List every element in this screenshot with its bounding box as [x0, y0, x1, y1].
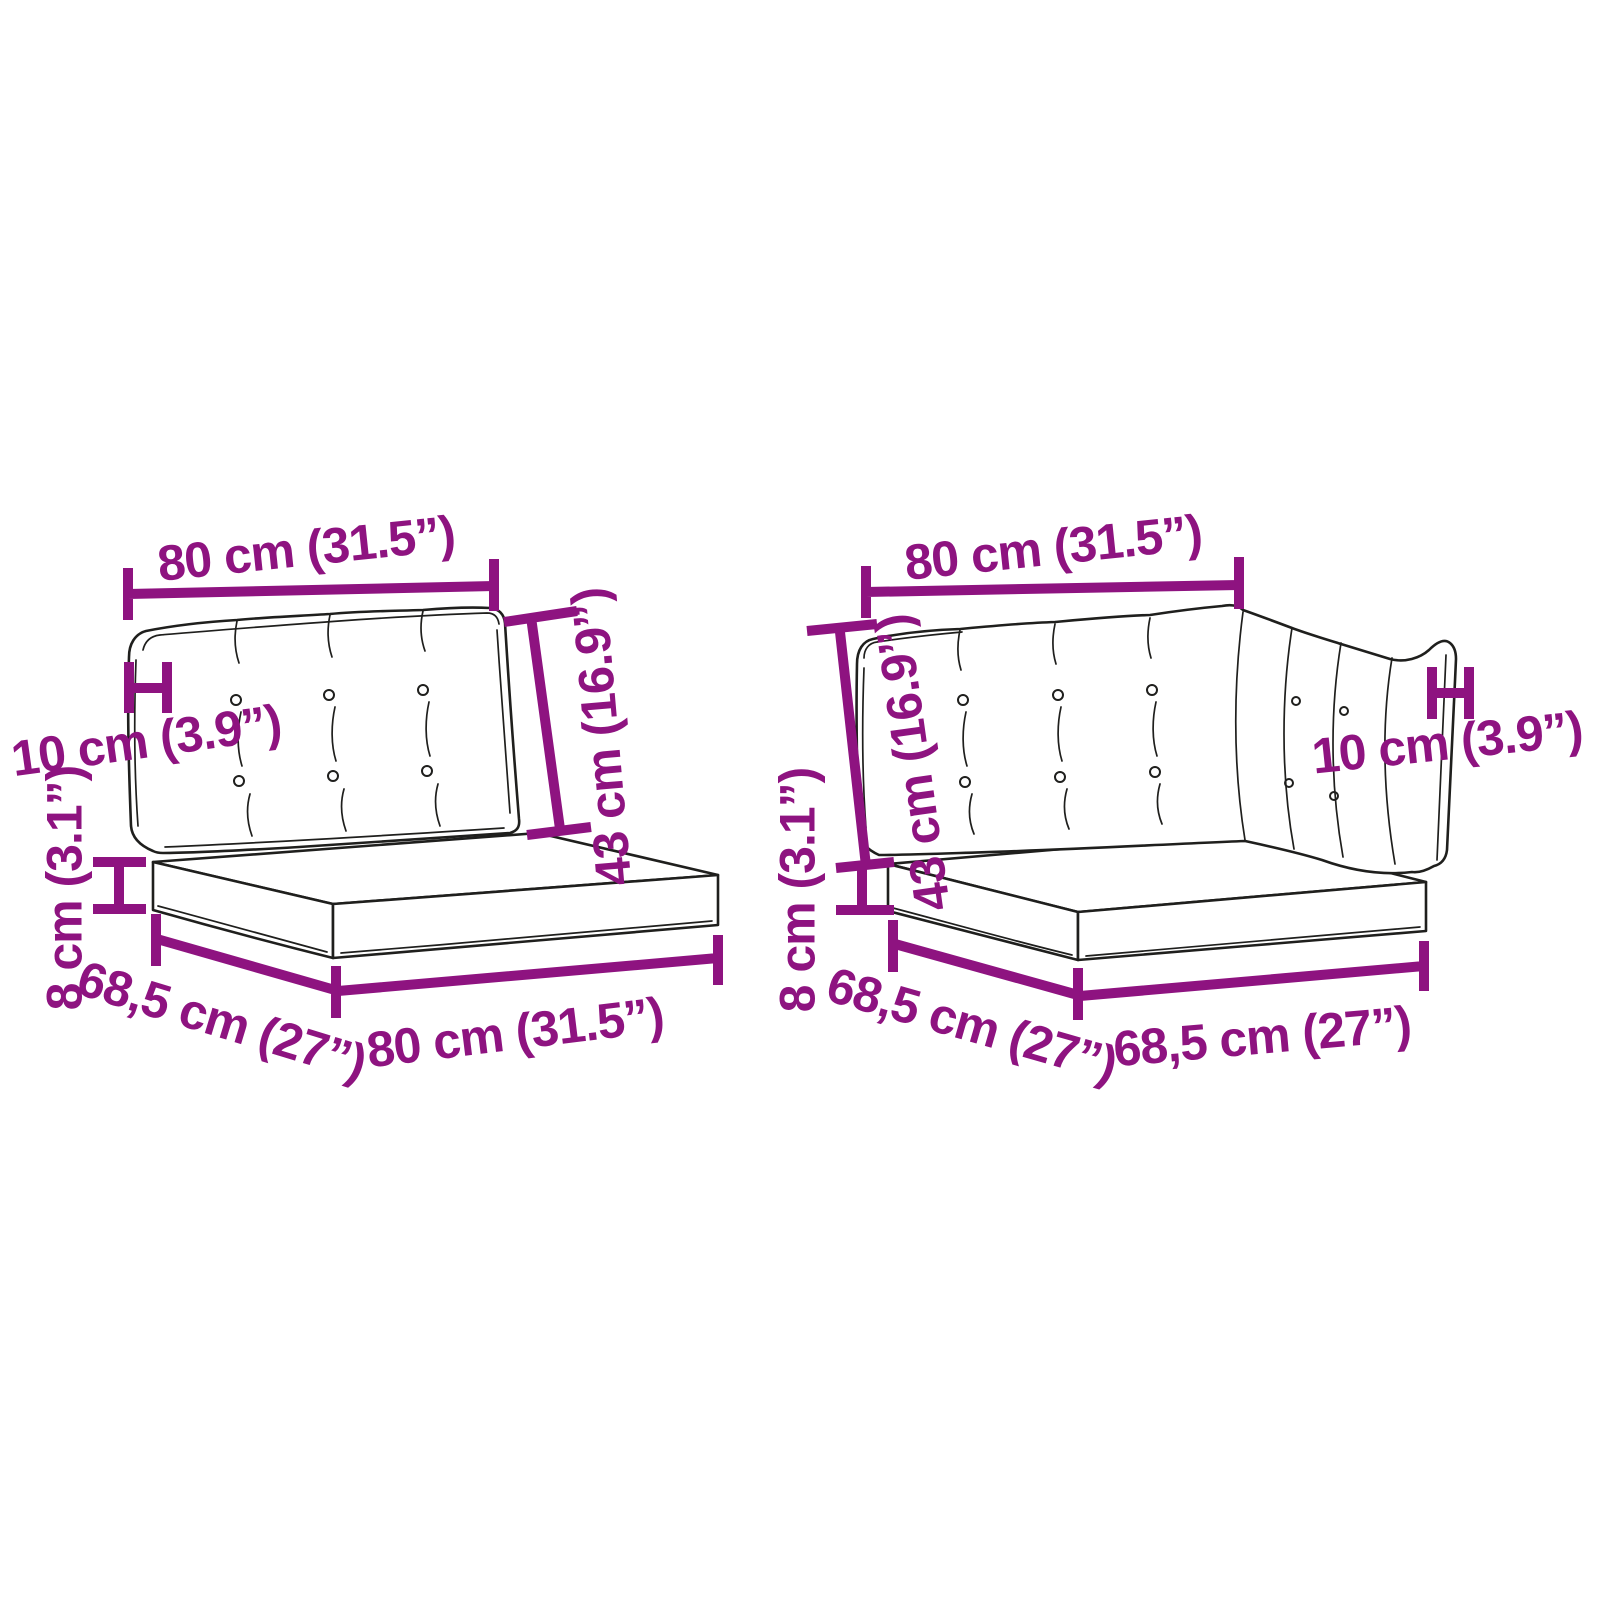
dim-right-seat-thickness: 8 cm (3.1”) [770, 768, 894, 1013]
button [1054, 771, 1066, 783]
button [1146, 684, 1158, 696]
button [1284, 778, 1294, 788]
button [327, 770, 339, 782]
button [323, 689, 335, 701]
seat-seam-line [892, 907, 1421, 957]
dim-label-seat-width: 80 cm (31.5”) [364, 987, 667, 1079]
dimension-line [861, 557, 1244, 618]
dimension-line [503, 606, 592, 840]
dim-label-back-width-top: 80 cm (31.5”) [902, 504, 1205, 591]
left-cushion-set-drawing [126, 606, 720, 960]
corner-cushion-outline [855, 603, 1458, 875]
left-back-cushion [126, 606, 521, 855]
tufting-buttons [230, 684, 433, 787]
dimension-line [1079, 941, 1429, 1001]
dim-label-seat-thickness: 8 cm (3.1”) [770, 768, 826, 1013]
button [1329, 791, 1339, 801]
dim-right-seat-depth-right: 68,5 cm (27”) [1079, 941, 1429, 1078]
dim-label-seat-thickness: 8 cm (3.1”) [37, 766, 93, 1011]
dimension-line [1427, 667, 1474, 719]
right-back-and-side-cushion [855, 603, 1458, 875]
dim-label-seat-depth-right: 68,5 cm (27”) [1111, 996, 1413, 1078]
dimension-line [124, 662, 172, 713]
button [421, 765, 433, 777]
back-cushion-outline [126, 606, 521, 855]
dimension-line [93, 857, 146, 914]
dim-label-seat-depth: 68,5 cm (27”) [71, 950, 373, 1091]
dim-left-seat-width: 80 cm (31.5”) [337, 935, 723, 1079]
seat-right-face [1076, 880, 1428, 962]
button [1052, 689, 1064, 701]
dim-label-back-width-top: 80 cm (31.5”) [155, 505, 458, 592]
back-cushion-creases [234, 610, 441, 837]
button [1149, 766, 1161, 778]
corner-cushion-inner-seam [861, 631, 1447, 861]
back-section-creases [957, 617, 1163, 835]
button [959, 776, 971, 788]
button [417, 684, 429, 696]
dimension-line [123, 559, 499, 620]
button [957, 694, 969, 706]
dimension-line [806, 619, 895, 873]
button [1291, 696, 1301, 706]
button [230, 694, 242, 706]
dim-right-back-width-top: 80 cm (31.5”) [861, 504, 1244, 618]
dim-left-seat-thickness: 8 cm (3.1”) [37, 766, 146, 1011]
side-section-creases [1234, 611, 1396, 865]
right-seat-cushion [886, 832, 1428, 962]
tufting-buttons [957, 684, 1349, 801]
seat-seam-line [157, 905, 713, 954]
button [1339, 706, 1349, 716]
dim-left-back-width-top: 80 cm (31.5”) [123, 505, 499, 620]
dimension-line [337, 935, 723, 996]
dimension-line [836, 867, 894, 915]
button [233, 775, 245, 787]
left-seat-cushion [151, 831, 720, 960]
seat-right-face [331, 873, 720, 960]
dimension-line [888, 920, 1083, 1020]
dimension-line [151, 914, 341, 1018]
right-cushion-set-drawing [855, 603, 1458, 962]
